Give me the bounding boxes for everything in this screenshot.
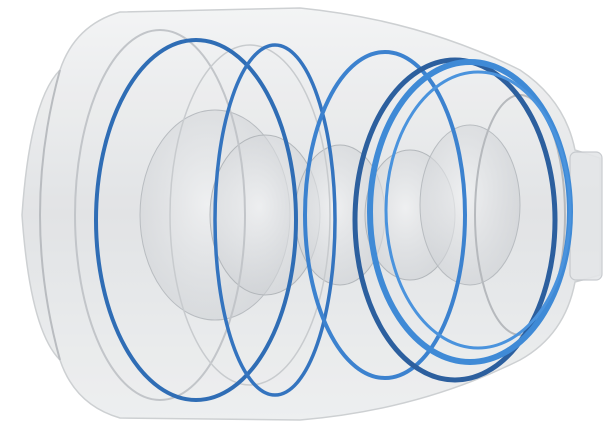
glass-element <box>419 124 521 286</box>
blue-ring <box>303 50 467 380</box>
blue-ring <box>384 70 572 350</box>
blue-ring <box>213 43 337 397</box>
barrel-outline <box>169 44 331 386</box>
barrel-outline <box>74 29 246 401</box>
rear-mount <box>569 151 603 281</box>
blue-ring <box>352 57 558 383</box>
hood-rim <box>39 69 61 361</box>
blue-ring <box>94 38 298 402</box>
